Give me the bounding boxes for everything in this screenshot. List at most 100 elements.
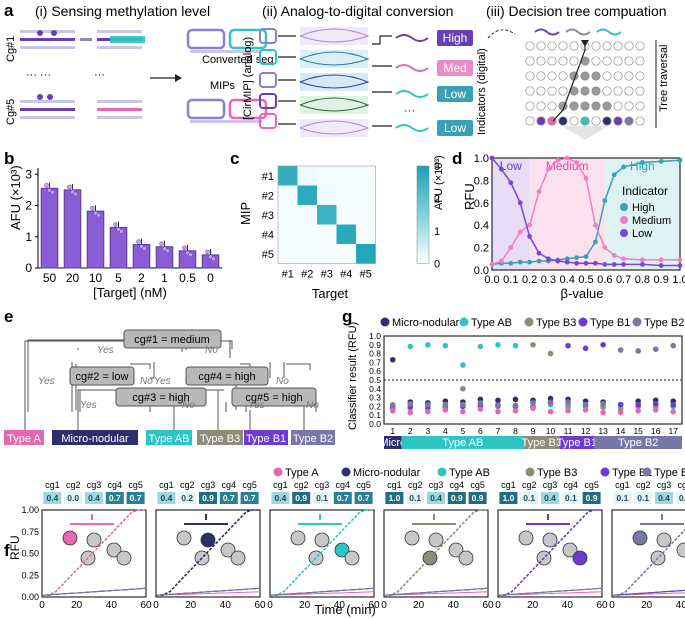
d-point (499, 258, 504, 264)
tree-funnel (562, 126, 608, 140)
tree-node-dot (591, 71, 601, 81)
tree-node-dot (569, 56, 579, 66)
leaf-micro: Micro-nodular (61, 433, 129, 445)
f-legend-label: Type B2 (654, 467, 685, 479)
d-point (489, 155, 495, 161)
g-xtick-label: 13 (598, 426, 608, 436)
d-point (621, 262, 626, 267)
d-point (517, 229, 523, 235)
f-subplot: cg1 0.4 cg2 0.2 cg3 0.9 cg4 0.7 cg5 0.7 0 20 40 60 (153, 480, 266, 611)
b-xtick-label: 20 (66, 271, 80, 285)
d-ytick-label: 0.8 (474, 175, 489, 187)
f-cg-value-box (634, 492, 653, 504)
f-subplot: cg1 1.0 cg2 0.1 cg3 0.4 cg4 0.9 cg5 0.9 0 20 40 60 (381, 480, 494, 611)
f-cg-value-box (447, 492, 466, 504)
d-xlabel: β-value (561, 286, 604, 301)
c-xtick-label: #4 (340, 269, 352, 281)
tree-node-dot (591, 116, 601, 126)
d-point (555, 258, 561, 264)
b-xtick-label: 50 (43, 271, 57, 285)
c-ytick-label: #2 (262, 190, 274, 202)
d-legend-marker (620, 229, 628, 237)
tree-node-dot (569, 116, 579, 126)
f-cg-value: 0.4 (88, 493, 100, 503)
g-point (670, 401, 677, 408)
tree-node-dot (613, 86, 623, 96)
f-mini-tree-node (290, 530, 306, 546)
g-point (477, 343, 484, 350)
f-xtick-label: 0 (153, 600, 159, 611)
tree-node-dot (624, 56, 634, 66)
d-point (508, 245, 514, 251)
d-point (602, 262, 608, 267)
leaf-connectors (24, 410, 305, 430)
b-bar (63, 189, 82, 269)
f-cg-value-box (354, 492, 373, 504)
b-bar (109, 226, 128, 269)
f-cg-value-box (613, 492, 632, 504)
g-point (407, 343, 414, 350)
f-cg-value-box (655, 492, 673, 504)
tree-node-dot (613, 56, 623, 66)
d-point (489, 262, 495, 267)
g-xtick-label: 6 (478, 426, 483, 436)
step2-title: (ii) Analog-to-digital conversion (262, 3, 453, 19)
g-point (670, 408, 677, 415)
g-legend-marker (632, 317, 642, 327)
node-cg2: cg#2 = low (76, 371, 129, 383)
f-cg-label: cg3 (657, 480, 672, 490)
d-xtick-label: 0.3 (541, 274, 556, 286)
leaf-type-b1: Type B1 (246, 433, 286, 445)
g-point (512, 396, 519, 403)
d-point (508, 180, 514, 186)
g-point (460, 362, 466, 368)
f-xtick-label: 40 (562, 600, 574, 611)
f-cg-value-box (199, 492, 217, 504)
b-replicate (211, 256, 216, 262)
node-cg3: cg#3 = high (132, 392, 189, 404)
tree-node-dot (558, 41, 568, 51)
f-cg-label: cg4 (450, 480, 465, 490)
c-ytick-label: #5 (262, 249, 274, 261)
g-point (495, 408, 501, 415)
g-point (530, 342, 536, 348)
c-cell (317, 166, 337, 186)
d-point (658, 263, 664, 268)
f-curve (42, 509, 146, 597)
f-cg-value-box (85, 492, 103, 504)
c-cell (297, 166, 317, 186)
c-cell (317, 224, 337, 244)
d-region-high (604, 158, 680, 270)
d-point (611, 253, 617, 258)
tree-path (552, 40, 586, 122)
g-point (530, 400, 536, 406)
f-cg-value-box (541, 492, 559, 504)
c-cell (297, 224, 317, 244)
g-point (477, 400, 484, 406)
f-xtick-label: 20 (641, 600, 653, 611)
d-point (555, 157, 561, 163)
dna-strands-top (20, 30, 145, 49)
d-region-label-low: Low (500, 159, 522, 173)
panel-label-b: b (4, 149, 14, 168)
c-cell (356, 224, 376, 244)
f-curve (611, 589, 685, 596)
f-cg-value-box (240, 492, 259, 504)
g-ytick-label: 0.9 (369, 340, 381, 350)
c-ytick-label: #4 (262, 229, 274, 241)
d-ytick-label: 0.0 (474, 265, 489, 277)
f-cg-value: 0.7 (223, 493, 235, 503)
d-point (583, 254, 589, 259)
d-series-low (491, 157, 680, 267)
tree-node-dot (536, 71, 546, 81)
f-xlabel: Time (min) (314, 602, 376, 617)
f-mini-tree-node (334, 542, 350, 558)
b-replicate (165, 248, 170, 253)
f-ytick-label: 0.25 (21, 570, 39, 580)
g-group-label: Type B2 (618, 437, 658, 449)
c-cell (297, 185, 317, 205)
tree-node-dot (558, 86, 568, 96)
f-cg-value: 0.2 (181, 493, 193, 503)
